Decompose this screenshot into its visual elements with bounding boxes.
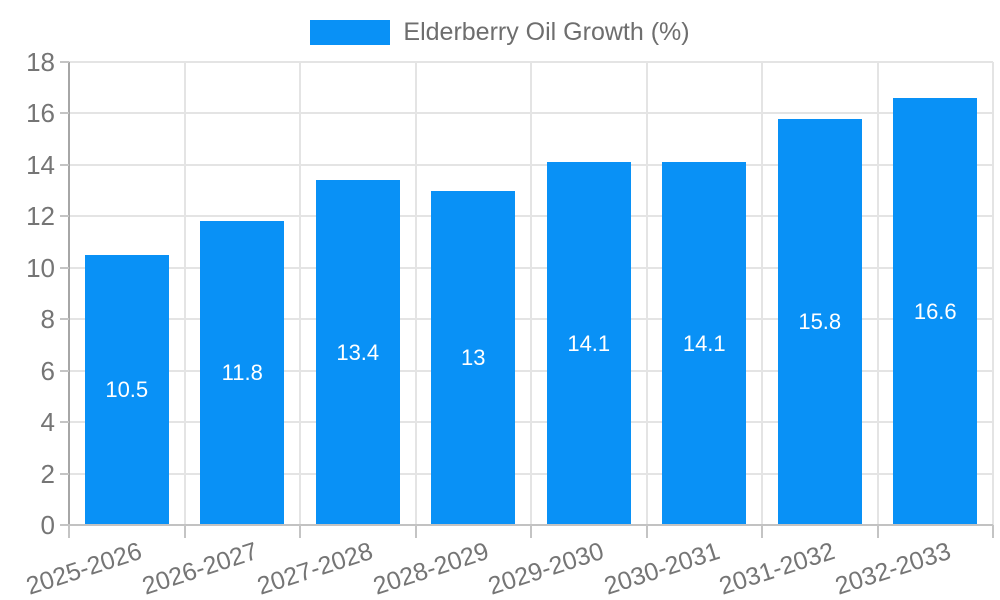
x-axis-category-label: 2026-2027 (138, 537, 261, 600)
bar-value-label: 11.8 (221, 360, 263, 386)
gridline-vertical (299, 62, 301, 525)
gridline-vertical (183, 62, 186, 525)
y-tick-label: 14 (26, 149, 55, 180)
y-tick-label: 8 (40, 304, 55, 335)
y-tick-mark (60, 112, 69, 115)
gridline-vertical (761, 62, 763, 525)
x-tick-mark (530, 525, 532, 538)
y-tick-label: 12 (26, 201, 55, 232)
y-tick-label: 6 (40, 355, 55, 386)
y-tick-mark (60, 163, 69, 166)
bar-value-label: 13.4 (336, 339, 380, 365)
y-tick-label: 18 (26, 47, 55, 77)
y-tick-mark (60, 524, 69, 526)
bar-value-label: 16.6 (913, 298, 957, 324)
bar[interactable]: 11.8 (200, 221, 285, 525)
bar[interactable]: 16.6 (893, 98, 978, 525)
y-tick-label: 0 (40, 510, 55, 540)
x-tick-mark (876, 525, 879, 538)
gridline-vertical (992, 62, 994, 525)
x-axis-category-label: 2030-2031 (600, 537, 723, 600)
y-tick-label: 16 (26, 98, 55, 129)
bar[interactable]: 13.4 (315, 180, 400, 525)
gridline-vertical (530, 62, 532, 525)
y-tick-mark (60, 369, 69, 372)
gridline-vertical (645, 62, 648, 525)
x-axis-category-label: 2028-2029 (369, 537, 492, 600)
bar-value-label: 15.8 (798, 308, 842, 334)
x-axis-category-label: 2027-2028 (254, 537, 377, 600)
gridline-vertical (414, 62, 417, 525)
bar-value-label: 13 (461, 344, 486, 370)
bar[interactable]: 13 (431, 190, 516, 525)
gridline-vertical (876, 62, 879, 525)
plot-area: 10.5 11.8 13.4 13 14.1 14.1 15.8 16.6 (68, 61, 994, 526)
x-axis-category-label: 2025-2026 (23, 537, 146, 600)
x-tick-mark (68, 525, 70, 538)
y-tick-mark (60, 61, 69, 63)
x-tick-mark (761, 525, 763, 538)
x-axis-category-label: 2032-2033 (831, 537, 954, 600)
bar[interactable]: 10.5 (84, 254, 169, 525)
bar-value-label: 10.5 (105, 376, 149, 402)
x-tick-mark (414, 525, 417, 538)
legend-label: Elderberry Oil Growth (%) (403, 17, 690, 46)
legend-swatch (310, 19, 391, 45)
y-tick-label: 2 (40, 458, 55, 489)
y-tick-mark (60, 421, 69, 424)
y-tick-label: 10 (26, 252, 55, 283)
bar-value-label: 14.1 (567, 330, 611, 356)
legend[interactable]: Elderberry Oil Growth (%) (0, 17, 1000, 47)
y-tick-mark (60, 472, 69, 475)
bar-value-label: 14.1 (682, 330, 726, 356)
x-tick-mark (645, 525, 648, 538)
y-tick-mark (60, 266, 69, 269)
x-tick-mark (183, 525, 186, 538)
x-axis-category-label: 2031-2032 (716, 537, 839, 600)
y-axis-line (68, 62, 70, 525)
y-tick-label: 4 (40, 407, 55, 438)
x-axis-category-label: 2029-2030 (485, 537, 608, 600)
bar[interactable]: 14.1 (546, 162, 631, 525)
bar[interactable]: 14.1 (662, 162, 747, 525)
y-tick-mark (60, 215, 69, 218)
x-tick-mark (992, 525, 994, 538)
x-tick-mark (299, 525, 301, 538)
bar[interactable]: 15.8 (777, 118, 862, 525)
y-tick-mark (60, 318, 69, 321)
